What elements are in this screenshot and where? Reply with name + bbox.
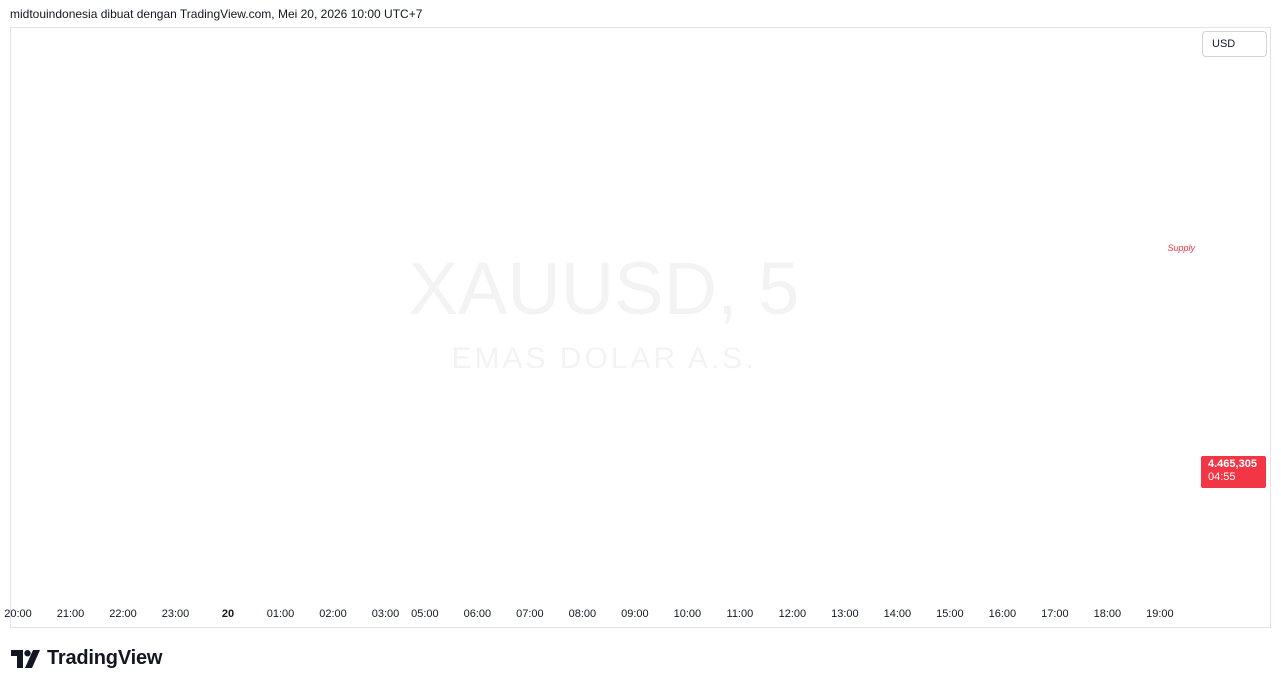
tradingview-logo[interactable]: TradingView: [11, 647, 162, 670]
time-tick-label: 23:00: [162, 608, 190, 620]
time-tick-label: 20: [222, 608, 234, 620]
watermark-subtitle: EMAS DOLAR A.S.: [451, 342, 756, 375]
time-tick-label: 01:00: [267, 608, 295, 620]
time-tick-label: 19:00: [1146, 608, 1174, 620]
watermark-symbol: XAUUSD, 5: [409, 247, 800, 330]
chart-pane[interactable]: [10, 27, 1271, 628]
time-axis[interactable]: 20:00 21:00 22:00 23:00 20 01:00 02:00 03:00 05:…: [4, 608, 1173, 620]
time-tick-label: 11:00: [727, 608, 754, 620]
chart-caption: midtouindonesia dibuat dengan TradingVie…: [10, 7, 423, 21]
time-tick-label: 12:00: [779, 608, 807, 620]
time-tick-label: 02:00: [319, 608, 347, 620]
time-tick-label: 22:00: [109, 608, 137, 620]
time-tick-label: 20:00: [4, 608, 32, 620]
time-tick-label: 13:00: [831, 608, 859, 620]
time-tick-label: 09:00: [621, 608, 649, 620]
time-tick-label: 15:00: [936, 608, 964, 620]
time-tick-label: 06:00: [464, 608, 492, 620]
supply-zone-label: Supply: [1167, 243, 1195, 253]
time-tick-label: 16:00: [989, 608, 1017, 620]
last-price-value: 4.465,305: [1208, 458, 1257, 470]
time-tick-label: 07:00: [516, 608, 544, 620]
time-tick-label: 21:00: [57, 608, 85, 620]
time-tick-label: 08:00: [569, 608, 597, 620]
time-tick-label: 03:00: [372, 608, 400, 620]
last-price-tag: 4.465,305 04:55: [1201, 456, 1266, 488]
time-tick-label: 05:00: [411, 608, 439, 620]
tradingview-logo-icon: [11, 649, 40, 668]
time-tick-label: 10:00: [674, 608, 702, 620]
currency-button[interactable]: USD: [1202, 31, 1267, 57]
logo-text: TradingView: [47, 647, 163, 669]
time-tick-label: 17:00: [1041, 608, 1069, 620]
time-tick-label: 18:00: [1094, 608, 1122, 620]
bar-countdown: 04:55: [1208, 471, 1236, 483]
watermark: XAUUSD, 5 EMAS DOLAR A.S.: [409, 247, 800, 375]
time-tick-label: 14:00: [884, 608, 912, 620]
